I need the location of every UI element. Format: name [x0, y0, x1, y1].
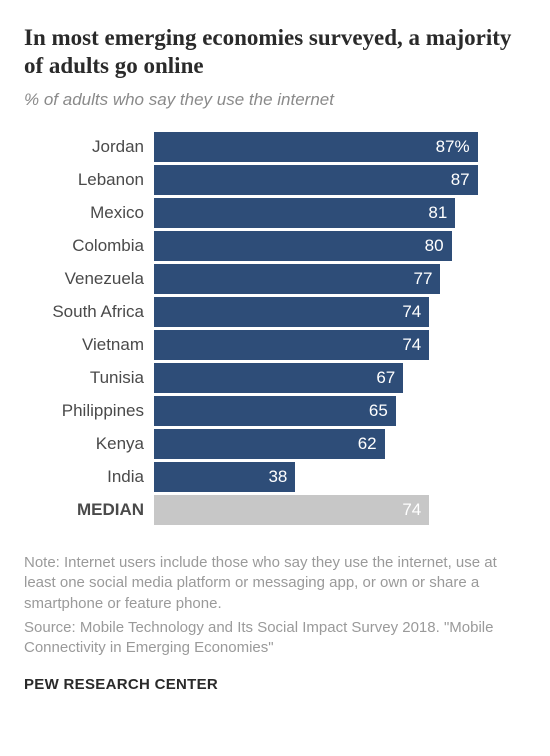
bar-track: 74: [154, 330, 526, 360]
data-bar: 81: [154, 198, 455, 228]
chart-subtitle: % of adults who say they use the interne…: [24, 90, 526, 110]
bar-value: 74: [402, 335, 421, 355]
bar-track: 80: [154, 231, 526, 261]
chart-row: Philippines 65: [24, 396, 526, 426]
data-bar: 80: [154, 231, 452, 261]
category-label: Mexico: [24, 203, 154, 223]
bar-value: 87%: [436, 137, 470, 157]
data-bar: 38: [154, 462, 295, 492]
chart-source: Source: Mobile Technology and Its Social…: [24, 618, 526, 659]
chart-row: Lebanon 87: [24, 165, 526, 195]
chart-row: Jordan 87%: [24, 132, 526, 162]
bar-value: 38: [268, 467, 287, 487]
bar-value: 81: [428, 203, 447, 223]
data-bar: 77: [154, 264, 440, 294]
bar-track: 87%: [154, 132, 526, 162]
category-label: Venezuela: [24, 269, 154, 289]
bar-value: 65: [369, 401, 388, 421]
category-label: Vietnam: [24, 335, 154, 355]
chart-attribution: PEW RESEARCH CENTER: [24, 676, 526, 693]
bar-value: 87: [451, 170, 470, 190]
chart-note: Note: Internet users include those who s…: [24, 553, 526, 614]
chart-row: Mexico 81: [24, 198, 526, 228]
category-label: India: [24, 467, 154, 487]
bar-value: 74: [402, 302, 421, 322]
data-bar: 74: [154, 297, 429, 327]
chart-row: Colombia 80: [24, 231, 526, 261]
bar-track: 38: [154, 462, 526, 492]
chart-row: MEDIAN 74: [24, 495, 526, 525]
bar-value: 74: [402, 500, 421, 520]
chart-row: South Africa 74: [24, 297, 526, 327]
bar-track: 74: [154, 495, 526, 525]
bar-value: 80: [425, 236, 444, 256]
bar-value: 67: [376, 368, 395, 388]
data-bar: 67: [154, 363, 403, 393]
data-bar: 74: [154, 330, 429, 360]
data-bar: 65: [154, 396, 396, 426]
bar-value: 62: [358, 434, 377, 454]
chart-row: Tunisia 67: [24, 363, 526, 393]
category-label: Lebanon: [24, 170, 154, 190]
bar-track: 81: [154, 198, 526, 228]
category-label: Colombia: [24, 236, 154, 256]
bar-track: 62: [154, 429, 526, 459]
category-label: South Africa: [24, 302, 154, 322]
category-label: Kenya: [24, 434, 154, 454]
bar-chart: Jordan 87% Lebanon 87 Mexico 81 Colombia 80 Vene…: [24, 132, 526, 525]
bar-track: 87: [154, 165, 526, 195]
category-label: Tunisia: [24, 368, 154, 388]
chart-row: India 38: [24, 462, 526, 492]
category-label: Philippines: [24, 401, 154, 421]
bar-track: 67: [154, 363, 526, 393]
bar-track: 77: [154, 264, 526, 294]
chart-title: In most emerging economies surveyed, a m…: [24, 24, 526, 80]
chart-row: Kenya 62: [24, 429, 526, 459]
category-label: Jordan: [24, 137, 154, 157]
bar-track: 65: [154, 396, 526, 426]
bar-value: 77: [414, 269, 433, 289]
chart-row: Venezuela 77: [24, 264, 526, 294]
data-bar: 62: [154, 429, 385, 459]
category-label: MEDIAN: [24, 500, 154, 520]
median-bar: 74: [154, 495, 429, 525]
data-bar: 87: [154, 165, 478, 195]
chart-row: Vietnam 74: [24, 330, 526, 360]
data-bar: 87%: [154, 132, 478, 162]
bar-track: 74: [154, 297, 526, 327]
